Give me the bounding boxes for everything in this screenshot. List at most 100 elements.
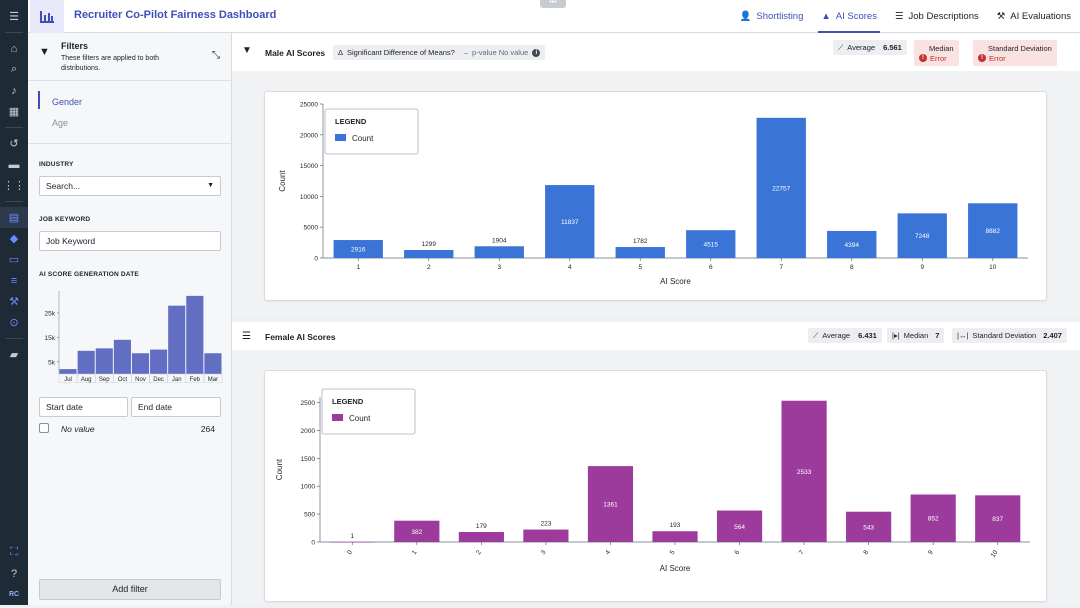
x-tick-label: 9 xyxy=(920,264,924,271)
bar xyxy=(975,495,1021,542)
median-icon: |▸| xyxy=(892,331,900,340)
industry-select[interactable]: Search... ▼ xyxy=(39,176,221,196)
caret-down-icon: ▼ xyxy=(207,182,214,189)
network-icon[interactable]: ⛶ xyxy=(10,546,18,558)
cube-icon[interactable]: ◆ xyxy=(9,233,19,245)
drag-handle[interactable]: ••• xyxy=(540,0,566,8)
month-cell xyxy=(203,373,223,383)
y-tick-label: 20000 xyxy=(300,132,318,139)
delta-icon: Δ xyxy=(338,48,344,57)
bar xyxy=(827,230,877,258)
icon-rail: ☰ ⌂ ⌕ ♪ ▦ ↺ ▬ ⋮⋮ ▤ ◆ ▭ ≡ ⚒ ⊙ ▰ ⛶ ? RC xyxy=(0,0,28,605)
data-label: 11837 xyxy=(561,219,579,226)
magnify-icon[interactable]: ⊙ xyxy=(9,317,19,329)
date-bar xyxy=(204,353,222,374)
female-bar-chart[interactable]: 0 500 1000 1500 2000 2500 0 1 1 382 2 179 3 223 4 1361 5… xyxy=(265,371,1048,603)
data-label: 852 xyxy=(928,516,939,523)
filter-sort-icon[interactable]: ▼ xyxy=(242,45,252,56)
data-label: 1361 xyxy=(603,502,618,509)
y-tick-label: 1500 xyxy=(301,456,316,463)
filters-description: These filters are applied to both distri… xyxy=(61,55,160,72)
x-tick-label: 4 xyxy=(568,264,572,271)
list-icon[interactable]: ☰ xyxy=(242,331,251,342)
segment-age[interactable]: Age xyxy=(52,118,69,128)
std-icon: |↔| xyxy=(957,331,969,340)
female-chart-area: 0 500 1000 1500 2000 2500 0 1 1 382 2 179 3 223 4 1361 5… xyxy=(232,350,1080,605)
y-tick-label: 25000 xyxy=(300,102,318,109)
bell-icon[interactable]: ♪ xyxy=(11,84,17,97)
menu-icon[interactable]: ☰ xyxy=(9,11,19,23)
x-tick-label: 3 xyxy=(497,264,501,271)
median-error: Error xyxy=(930,53,947,63)
female-chart-card: 0 500 1000 1500 2000 2500 0 1 1 382 2 179 3 223 4 1361 5… xyxy=(264,370,1047,602)
keyword-label: JOB KEYWORD xyxy=(39,216,91,223)
y-tick-label: 500 xyxy=(304,512,315,519)
pipeline-icon[interactable]: ≡ xyxy=(10,274,18,287)
month-label: Dec xyxy=(153,377,164,383)
data-label: 2916 xyxy=(351,247,366,254)
chart-icon: ▲ xyxy=(821,11,831,22)
hammer-icon[interactable]: ⚒ xyxy=(9,296,19,308)
info-icon[interactable]: i xyxy=(532,48,541,57)
male-chart-card: 0 5000 10000 15000 20000 25000 1 2916 2 1299 3 1904… xyxy=(264,91,1047,301)
x-tick-label: 4 xyxy=(604,549,612,556)
y-tick-label: 2500 xyxy=(301,400,316,407)
apps-icon[interactable]: ▦ xyxy=(8,106,20,118)
tab-label: AI Evaluations xyxy=(1010,11,1071,22)
x-tick-label: 5 xyxy=(638,264,642,271)
legend-box xyxy=(324,108,419,155)
median-value: 7 xyxy=(935,331,940,340)
average-label: Average xyxy=(847,43,876,52)
monitor-icon[interactable]: ▭ xyxy=(8,254,20,266)
data-label: 543 xyxy=(863,524,874,531)
tab-label: AI Scores xyxy=(835,11,877,22)
nav-tabs: 👤 Shortlisting ▲ AI Scores ☰ Job Descrip… xyxy=(731,0,1080,33)
start-date-input[interactable]: Start date xyxy=(39,397,128,417)
month-label: Jan xyxy=(172,377,182,383)
y-tick-label: 0 xyxy=(311,540,315,547)
error-icon: ! xyxy=(919,54,927,62)
add-filter-button[interactable]: Add filter xyxy=(39,579,221,600)
y-axis-label: Count xyxy=(278,170,287,192)
tab-ai-evaluations[interactable]: ⚒ AI Evaluations xyxy=(988,0,1080,33)
bar xyxy=(404,249,454,258)
segment-gender[interactable]: Gender xyxy=(52,97,83,107)
users-icon: 👤 xyxy=(739,11,752,22)
y-axis-label: Count xyxy=(275,458,284,480)
x-tick-label: 6 xyxy=(709,264,713,271)
bar xyxy=(652,531,698,542)
male-chart-area: 0 5000 10000 15000 20000 25000 1 2916 2 1299 3 1904… xyxy=(232,71,1080,318)
collapse-icon[interactable]: ⤡ xyxy=(212,50,220,61)
end-date-input[interactable]: End date xyxy=(131,397,221,417)
bar xyxy=(686,230,736,258)
no-value-checkbox[interactable] xyxy=(39,423,49,433)
significance-label: Significant Difference of Means? xyxy=(347,48,455,57)
male-average-pill: ⟋ Average 6.561 xyxy=(833,40,907,55)
home-icon[interactable]: ⌂ xyxy=(10,42,18,55)
legend-label: Count xyxy=(352,134,374,143)
dashboard-icon[interactable]: ▤ xyxy=(0,207,28,228)
std-label: Standard Deviation xyxy=(972,331,1037,340)
grid-icon[interactable]: ⋮⋮ xyxy=(3,180,25,192)
search-icon[interactable]: ⌕ xyxy=(10,63,18,75)
male-bar-chart[interactable]: 0 5000 10000 15000 20000 25000 1 2916 2 1299 3 1904… xyxy=(265,92,1048,302)
y-tick-label: 0 xyxy=(314,256,318,263)
female-average-pill: ⟋ Average 6.431 xyxy=(808,328,882,343)
date-histogram[interactable]: 5k15k25kJulAugSepOctNovDecJanFebMar20242… xyxy=(36,283,226,383)
history-icon[interactable]: ↺ xyxy=(9,138,19,150)
tab-ai-scores[interactable]: ▲ AI Scores xyxy=(812,0,886,33)
files-icon[interactable]: ▰ xyxy=(9,349,19,361)
job-keyword-input[interactable]: Job Keyword xyxy=(39,231,221,251)
tab-shortlisting[interactable]: 👤 Shortlisting xyxy=(731,0,813,33)
dash-icon: – xyxy=(463,48,469,57)
data-label: 8882 xyxy=(986,228,1001,235)
female-std-pill: |↔| Standard Deviation 2.407 xyxy=(952,328,1067,343)
male-median-pill: Median ! Error xyxy=(914,40,959,66)
month-label: Mar xyxy=(208,377,218,383)
help-icon[interactable]: ? xyxy=(10,567,18,580)
x-tick-label: 8 xyxy=(850,264,854,271)
tab-job-descriptions[interactable]: ☰ Job Descriptions xyxy=(886,0,988,33)
user-avatar[interactable]: RC xyxy=(8,591,20,598)
filter-icon: ▼ xyxy=(39,46,50,58)
folder-icon[interactable]: ▬ xyxy=(8,158,20,171)
